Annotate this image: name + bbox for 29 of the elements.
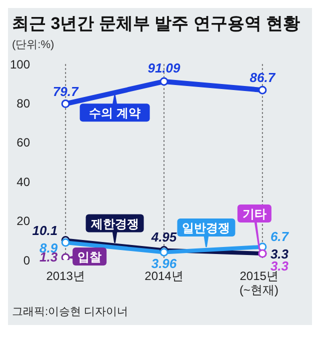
point [160, 77, 168, 86]
data-label: 3.3 [270, 246, 290, 262]
data-label: 10.1 [32, 223, 58, 238]
point [258, 86, 267, 94]
x-tick-label: 2014년 [144, 269, 184, 283]
chart-title: 최근 3년간 문체부 발주 연구용역 현황 [11, 13, 302, 35]
data-label: 6.7 [270, 228, 290, 244]
data-label: 86.7 [250, 70, 276, 86]
data-label: 79.7 [52, 84, 79, 99]
text: 기타 [242, 207, 266, 222]
point [61, 100, 70, 108]
y-tick-label: 40 [16, 174, 30, 189]
series-label: 입찰 [78, 250, 102, 264]
x-tick-label: 2013년 [46, 269, 85, 283]
y-tick-label: 100 [10, 57, 30, 72]
y-tick-label: 0 [23, 253, 30, 268]
series-label: 제한경쟁 [90, 216, 139, 231]
y-tick-label: 80 [16, 96, 30, 110]
point [61, 238, 70, 247]
series-label: 수의 계약 [89, 106, 140, 120]
point [61, 253, 70, 260]
data-label: 91.09 [148, 60, 182, 76]
y-tick-label: 60 [16, 136, 30, 150]
text: 그래픽:이승현 디자이너 [11, 305, 130, 320]
data-label: 3.96 [151, 256, 178, 272]
chart-subtitle: (단위:%) [11, 38, 56, 52]
data-label: 4.95 [150, 229, 178, 244]
series-label: 일반경쟁 [182, 221, 230, 236]
y-tick-label: 20 [16, 214, 30, 228]
